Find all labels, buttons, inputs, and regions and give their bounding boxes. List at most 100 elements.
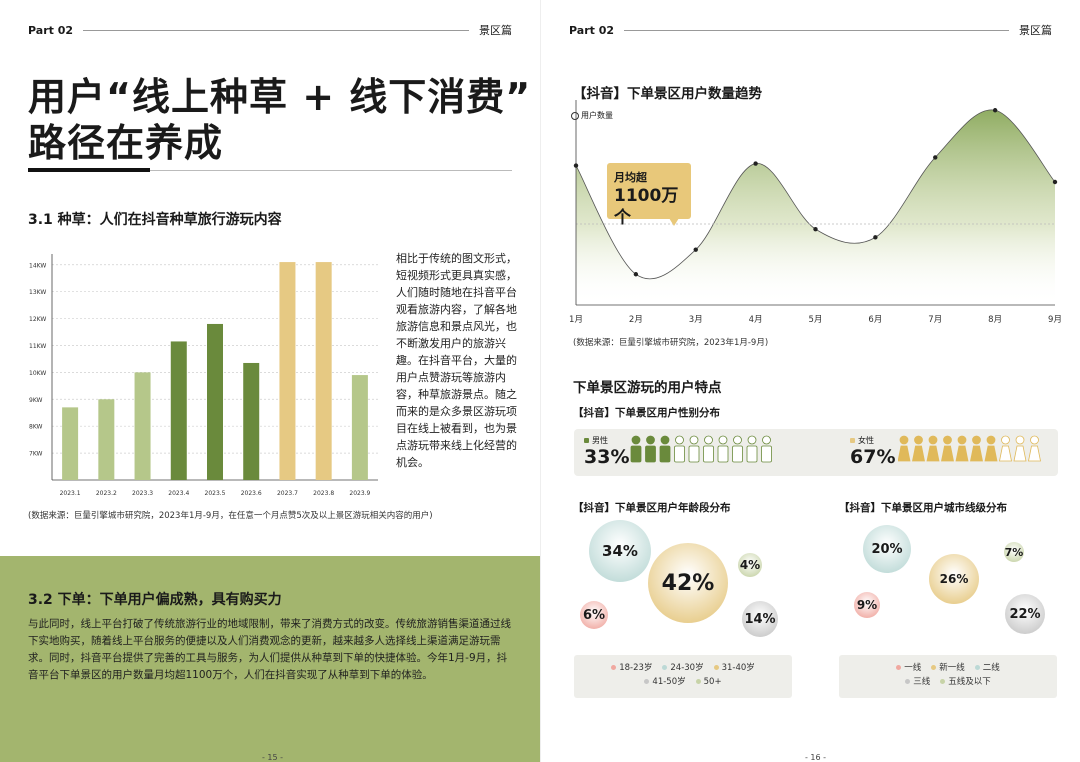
x-tick-label: 2023.8 [313, 490, 334, 497]
legend-label: 新一线 [939, 663, 965, 673]
x-tick-label: 5月 [809, 315, 823, 325]
bar [134, 372, 151, 480]
bubble-24-30岁: 34% [589, 520, 651, 582]
legend-label: 五线及以下 [948, 677, 991, 687]
x-tick-label: 2023.5 [205, 490, 226, 497]
x-tick-label: 1月 [569, 315, 583, 325]
section-3-2-paragraph: 与此同时，线上平台打破了传统旅游行业的地域限制，带来了消费方式的改变。传统旅游销… [28, 618, 511, 681]
gender-distribution-box: 男性 33% 女性 67% [574, 429, 1058, 476]
user-icon [571, 111, 579, 120]
y-tick-label: 14KW [29, 262, 46, 269]
female-icon [984, 445, 998, 462]
monthly-users-bar-chart: 7KW 8KW 9KW 10KW 11KW 12KW 13KW 14KW 2023.1 2023.… [29, 254, 378, 497]
data-point [992, 108, 998, 113]
page-title: 用户“线上种草 + 线下消费” 路径在养成 [28, 74, 531, 166]
female-label: 女性 [858, 436, 874, 445]
callout-pointer [669, 218, 679, 226]
legend-item: 五线及以下 [940, 677, 991, 687]
y-tick-label: 8KW [29, 424, 43, 431]
female-icon-head [957, 435, 967, 445]
legend-swatch [611, 665, 617, 670]
bar [315, 262, 332, 480]
male-icon-head [646, 435, 655, 445]
male-icon [659, 445, 671, 463]
male-icon [732, 445, 743, 463]
female-icon-head [928, 435, 938, 445]
callout-line-2: 1100万个 [614, 186, 679, 228]
features-heading: 下单景区游玩的用户特点 [573, 380, 722, 396]
legend-label: 31-40岁 [721, 663, 755, 673]
x-tick-label: 2023.9 [349, 490, 370, 497]
bubble-五线及以下: 7% [1004, 542, 1024, 562]
page-header: Part 02 景区篇 [28, 22, 512, 38]
male-legend: 男性 [584, 435, 608, 446]
bar [243, 362, 260, 480]
x-tick-label: 2023.3 [132, 490, 153, 497]
legend-item: 三线 [905, 677, 930, 687]
legend-label: 一线 [904, 663, 922, 673]
male-icon [674, 445, 685, 463]
section-3-1-paragraph: 相比于传统的图文形式，短视频形式更具真实感，人们随时随地在抖音平台观看旅游内容，… [396, 252, 517, 469]
female-icon [955, 445, 969, 462]
trend-chart-heading: 【抖音】下单景区用户数量趋势 [573, 86, 762, 102]
legend-swatch [644, 679, 650, 684]
bar-chart-source: (数据来源：巨量引擎城市研究院，2023年1月-9月，在任意一个月点赞5次及以上… [28, 511, 433, 521]
bubble-新一线: 26% [929, 554, 979, 604]
female-icon-head [972, 435, 981, 445]
y-tick-label: 13KW [29, 289, 46, 296]
data-point [813, 226, 818, 232]
female-icon-head [943, 435, 952, 445]
female-icon [898, 445, 911, 462]
x-tick-label: 2023.7 [277, 490, 298, 497]
trend-line [575, 109, 1056, 280]
female-icon [941, 445, 954, 462]
data-point [633, 272, 639, 277]
header-rule [624, 29, 1009, 31]
bubble-二线: 20% [863, 525, 911, 573]
male-icon [717, 445, 729, 463]
bar [207, 323, 223, 480]
page-header: Part 02 景区篇 [569, 22, 1052, 38]
female-icon [999, 445, 1012, 462]
x-tick-label: 6月 [868, 315, 882, 325]
male-icon-head [747, 435, 757, 445]
bar [351, 375, 368, 480]
section-3-2-panel [0, 556, 540, 762]
bar [279, 262, 296, 480]
male-value: 33% [584, 446, 630, 468]
legend-item: 新一线 [931, 663, 965, 673]
female-icon [926, 445, 940, 462]
bubble-50+: 4% [738, 553, 762, 577]
male-pictogram-row [630, 435, 772, 463]
x-tick-label: 9月 [1048, 315, 1061, 325]
legend-swatch [713, 665, 719, 670]
left-page: Part 02 景区篇 用户“线上种草 + 线下消费” 路径在养成 3.1 种草… [0, 22, 540, 762]
male-icon-head [718, 435, 728, 445]
city-legend-row: 三线 五线及以下 [839, 675, 1057, 689]
x-tick-label: 2月 [629, 315, 643, 325]
trend-callout: 月均超 1100万个 [607, 163, 691, 228]
title-line-1: 用户“线上种草 + 线下消费” [28, 75, 532, 119]
bar [170, 341, 187, 480]
city-legend: 一线 新一线 二线 三线 五线及以下 [839, 655, 1057, 698]
legend-item: 41-50岁 [644, 677, 686, 687]
bubble-41-50岁: 14% [742, 601, 778, 637]
legend-label: 三线 [913, 677, 931, 687]
y-tick-label: 12KW [29, 316, 46, 323]
female-icon [1013, 445, 1027, 462]
callout-line-1: 月均超 [614, 171, 647, 184]
data-point [1052, 179, 1058, 185]
female-value: 67% [850, 446, 896, 468]
y-tick-label: 11KW [29, 343, 46, 350]
data-point [933, 155, 938, 160]
female-icon-head [914, 435, 923, 445]
y-tick-label: 10KW [29, 370, 46, 377]
legend-label: 41-50岁 [652, 677, 686, 687]
legend-item: 31-40岁 [713, 663, 755, 673]
x-tick-label: 2023.2 [96, 490, 117, 497]
male-icon [630, 445, 642, 463]
legend-item: 一线 [896, 663, 921, 673]
y-tick-label: 7KW [29, 451, 43, 458]
section-label: 景区篇 [479, 24, 512, 37]
title-rule [28, 170, 512, 171]
